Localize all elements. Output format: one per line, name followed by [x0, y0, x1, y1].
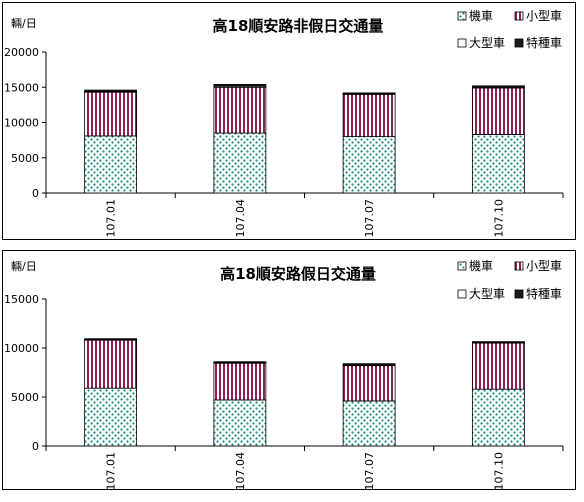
- bar-segment-特種車: [342, 363, 396, 366]
- weekday-traffic-chart: 高18順安路非假日交通量 輛/日 0 5000 10000 15000 20000 107.0…: [4, 8, 564, 238]
- x-category-label: 107.04: [234, 199, 247, 238]
- x-category-label: 107.07: [363, 199, 376, 238]
- legend-swatch: [457, 289, 467, 299]
- y-tick-label: 15000: [4, 293, 39, 306]
- y-tick-label: 0: [32, 187, 39, 200]
- bar-segment-小型車: [84, 339, 138, 389]
- bar-segment-特種車: [213, 361, 267, 364]
- bar-segment-機車: [213, 132, 267, 194]
- bar-segment-小型車: [213, 86, 267, 134]
- legend-swatch: [514, 11, 524, 21]
- bar-segment-小型車: [342, 93, 396, 138]
- holiday-traffic-chart: 高18順安路假日交通量 輛/日 0 5000 10000 15000 107.01 107.0…: [4, 258, 564, 491]
- y-tick-label: 10000: [4, 342, 39, 355]
- x-category-label: 107.07: [363, 452, 376, 491]
- x-category-label: 107.04: [234, 452, 247, 491]
- legend-swatch: [514, 38, 524, 48]
- bar-segment-機車: [213, 399, 267, 447]
- chart-title: 高18順安路假日交通量: [220, 265, 376, 283]
- bar-segment-特種車: [342, 92, 396, 94]
- bar-segment-特種車: [84, 338, 138, 341]
- legend-label: 機車: [469, 8, 493, 23]
- y-tick-label: 0: [32, 440, 39, 453]
- y-tick-label: 5000: [11, 391, 39, 404]
- chart-panel-holiday: 高18順安路假日交通量 輛/日 0 5000 10000 15000 107.01 107.0…: [2, 250, 576, 491]
- bar-segment-特種車: [471, 341, 525, 344]
- y-tick-label: 20000: [4, 46, 39, 59]
- y-tick-label: 10000: [4, 117, 39, 130]
- bar-segment-小型車: [471, 342, 525, 390]
- legend-label: 大型車: [469, 287, 505, 301]
- x-category-label: 107.01: [105, 452, 118, 491]
- x-category-label: 107.01: [105, 199, 118, 238]
- legend-label: 大型車: [469, 36, 505, 50]
- bar-segment-機車: [471, 134, 525, 194]
- bar-segment-機車: [84, 387, 138, 447]
- legend-swatch: [514, 261, 524, 271]
- x-category-label: 107.10: [492, 452, 505, 491]
- legend-label: 機車: [469, 258, 493, 273]
- legend-label: 小型車: [526, 9, 562, 23]
- y-axis-unit-label: 輛/日: [11, 259, 37, 273]
- bar-segment-機車: [471, 388, 525, 447]
- legend-swatch: [457, 11, 467, 21]
- bar-segment-特種車: [84, 89, 138, 92]
- legend-label: 特種車: [526, 35, 562, 50]
- bar-segment-小型車: [213, 362, 267, 401]
- y-tick-label: 15000: [4, 81, 39, 94]
- legend-swatch: [514, 289, 524, 299]
- chart-title: 高18順安路非假日交通量: [213, 17, 384, 35]
- legend-swatch: [457, 261, 467, 271]
- bar-segment-特種車: [213, 84, 267, 87]
- bar-segment-小型車: [342, 365, 396, 402]
- x-category-label: 107.10: [492, 199, 505, 238]
- bar-segment-機車: [342, 400, 396, 447]
- bar-segment-小型車: [471, 87, 525, 135]
- y-tick-label: 5000: [11, 152, 39, 165]
- legend-label: 小型車: [526, 259, 562, 273]
- legend-swatch: [457, 38, 467, 48]
- legend-label: 特種車: [526, 286, 562, 301]
- bar-segment-小型車: [84, 91, 138, 137]
- bar-segment-機車: [342, 136, 396, 194]
- bar-segment-機車: [84, 135, 138, 194]
- chart-panel-weekday: 高18順安路非假日交通量 輛/日 0 5000 10000 15000 20000 107.0…: [2, 2, 576, 240]
- y-axis-unit-label: 輛/日: [11, 16, 37, 30]
- bar-segment-特種車: [471, 85, 525, 88]
